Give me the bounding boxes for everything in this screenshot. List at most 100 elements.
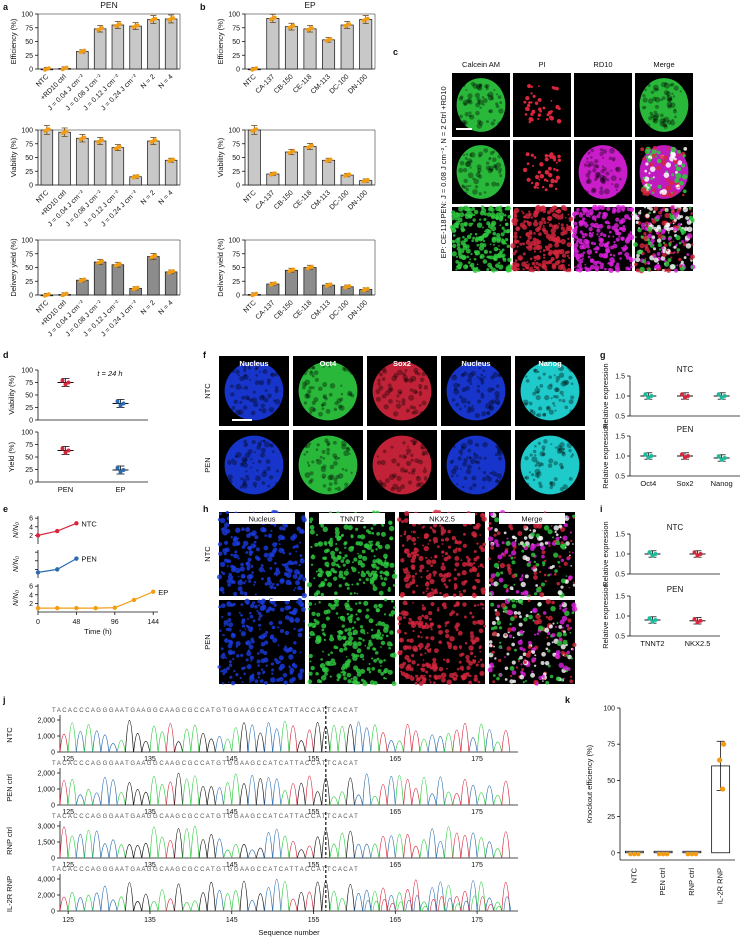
signal-dot: [676, 264, 679, 267]
signal-dot: [500, 552, 505, 556]
sequence-text: T A C A C C C A G G G A A T G A A G G C …: [52, 761, 358, 767]
signal-dot: [651, 191, 655, 194]
signal-dot: [400, 670, 403, 673]
signal-dot: [662, 249, 666, 254]
signal-dot: [403, 518, 409, 523]
signal-dot: [562, 639, 568, 645]
signal-dot: [619, 251, 623, 255]
texture-dot: [320, 466, 327, 473]
trace-peak: [157, 784, 167, 806]
signal-dot: [451, 251, 457, 257]
x-tick-label: CA-137: [255, 299, 277, 321]
texture-dot: [453, 387, 458, 391]
signal-dot: [430, 601, 435, 607]
signal-dot: [517, 531, 523, 536]
signal-dot: [536, 186, 539, 189]
texture-dot: [324, 397, 328, 401]
texture-dot: [654, 113, 660, 119]
texture-dot: [535, 463, 539, 467]
signal-dot: [478, 646, 482, 650]
signal-dot: [644, 262, 647, 266]
trace-peak: [501, 831, 511, 859]
signal-dot: [428, 539, 432, 542]
texture-dot: [482, 369, 486, 373]
signal-dot: [676, 207, 681, 213]
channel-label: Nucleus: [248, 515, 275, 524]
signal-dot: [376, 657, 380, 661]
signal-dot: [514, 249, 518, 253]
texture-dot: [241, 482, 248, 489]
texture-dot: [473, 452, 477, 456]
signal-dot: [377, 544, 383, 550]
trace-peak: [362, 889, 372, 912]
signal-dot: [648, 222, 651, 226]
signal-dot: [488, 583, 491, 587]
data-point: [683, 395, 687, 400]
signal-dot: [570, 564, 573, 567]
signal-dot: [688, 206, 692, 210]
texture-dot: [654, 104, 659, 109]
signal-dot: [338, 551, 342, 555]
data-point: [121, 401, 126, 406]
signal-dot: [534, 174, 540, 180]
signal-dot: [225, 628, 229, 631]
texture-dot: [547, 463, 553, 468]
signal-dot: [440, 528, 447, 534]
signal-dot: [557, 158, 562, 162]
signal-dot: [453, 604, 457, 608]
texture-dot: [682, 87, 686, 91]
trace-peak: [247, 899, 257, 912]
signal-dot: [345, 559, 351, 565]
signal-dot: [446, 679, 452, 685]
signal-dot: [384, 570, 389, 576]
texture-dot: [595, 176, 599, 180]
texture-dot: [242, 462, 248, 468]
signal-dot: [533, 185, 537, 189]
trace-peak: [76, 834, 85, 859]
texture-dot: [264, 441, 270, 448]
signal-dot: [475, 512, 478, 516]
signal-dot: [453, 216, 459, 221]
texture-dot: [273, 399, 276, 402]
signal-dot: [289, 618, 295, 623]
signal-dot: [672, 190, 677, 195]
data-point: [254, 127, 259, 132]
texture-dot: [328, 474, 335, 480]
signal-dot: [586, 245, 590, 249]
signal-dot: [636, 250, 642, 255]
signal-dot: [445, 585, 449, 589]
signal-dot: [230, 633, 236, 639]
texture-dot: [402, 375, 408, 381]
texture-dot: [486, 120, 489, 124]
signal-dot: [396, 517, 402, 522]
signal-dot: [573, 216, 576, 219]
signal-dot: [506, 563, 511, 568]
signal-dot: [535, 261, 539, 266]
signal-dot: [426, 587, 429, 590]
y-axis-label: Delivery yield (%): [216, 238, 225, 297]
signal-dot: [334, 534, 340, 539]
signal-dot: [511, 535, 515, 539]
signal-dot: [661, 189, 668, 196]
signal-dot: [511, 573, 516, 579]
signal-dot: [443, 583, 447, 586]
signal-dot: [632, 214, 638, 220]
signal-dot: [218, 512, 222, 516]
signal-dot: [647, 183, 651, 187]
signal-dot: [639, 209, 642, 212]
signal-dot: [541, 185, 545, 189]
y-tick-label: 75: [607, 742, 615, 749]
signal-dot: [279, 578, 285, 584]
signal-dot: [476, 578, 481, 584]
signal-dot: [251, 571, 254, 574]
signal-dot: [346, 672, 352, 678]
signal-dot: [528, 224, 531, 227]
trace-peak: [231, 890, 241, 912]
signal-dot: [325, 570, 330, 575]
data-point: [653, 618, 658, 622]
signal-dot: [223, 624, 226, 627]
signal-dot: [459, 665, 464, 671]
signal-dot: [522, 268, 525, 271]
y-tick-label: 1.0: [615, 552, 625, 559]
signal-dot: [267, 577, 271, 582]
